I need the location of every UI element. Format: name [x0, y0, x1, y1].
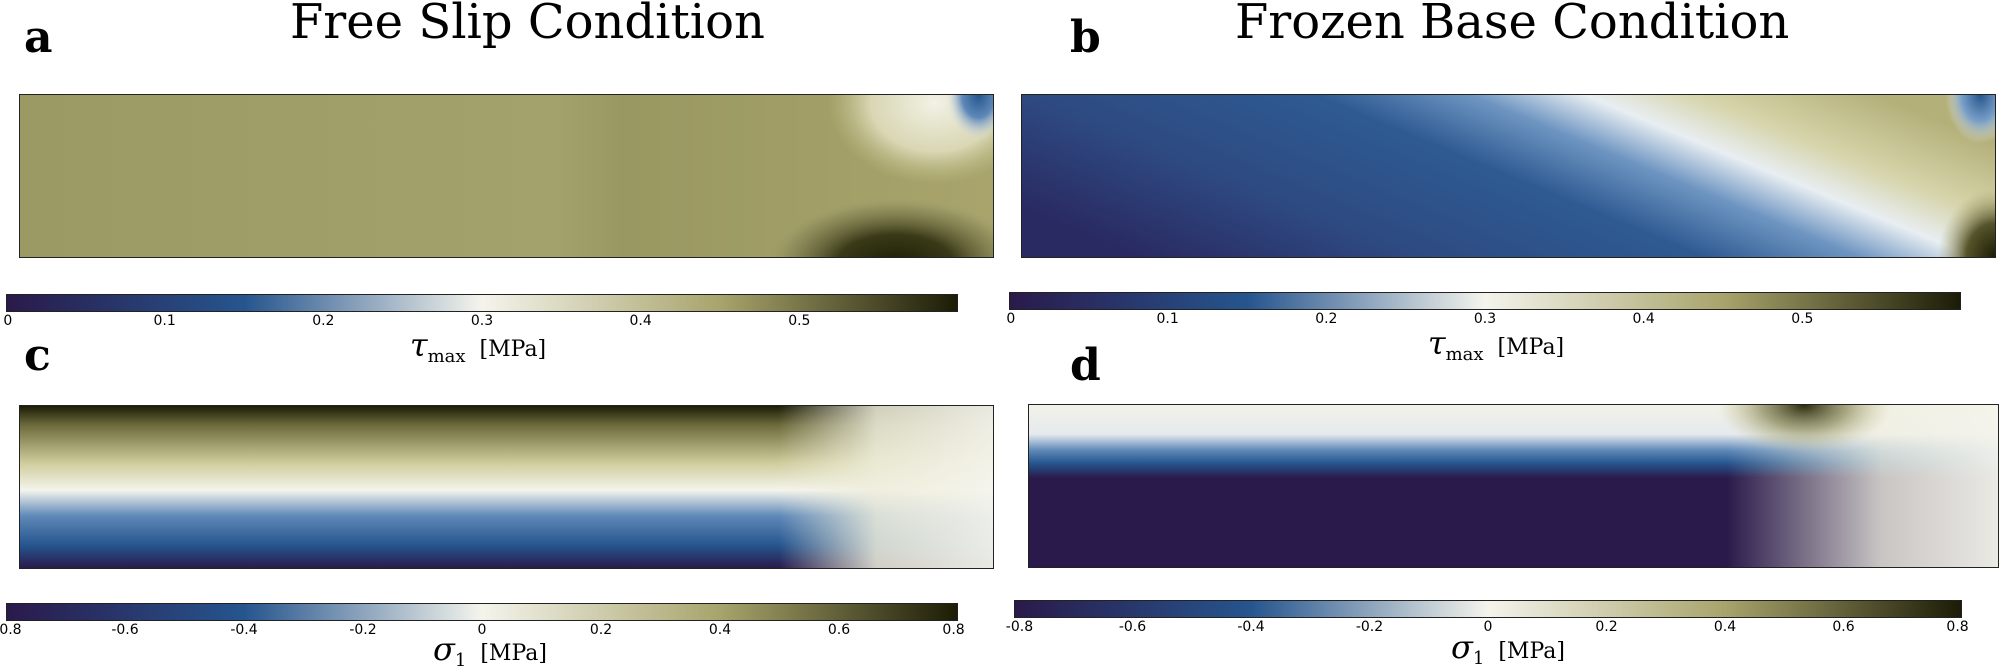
colorbar-d-ticks: -0.8 -0.6 -0.4 -0.2 0 0.2 0.4 0.6 0.8 — [1006, 619, 1969, 635]
colorbar-a-label: τmax [MPa] — [410, 326, 546, 367]
colorbar-a-tick-label: 0.1 — [153, 313, 176, 329]
panel-label-d: d — [1070, 340, 1101, 391]
unit-label: [MPa] — [1497, 335, 1565, 360]
quantity-symbol: σ — [433, 630, 455, 668]
heatmap-d-graphic — [1029, 405, 1998, 567]
colorbar-c — [6, 603, 958, 621]
colorbar-b-tick-label: 0.5 — [1791, 311, 1814, 327]
colorbar-c-ticks: 0.8 -0.6 -0.4 -0.2 0 0.2 0.4 0.6 0.8 — [0, 622, 965, 638]
heatmap-b-graphic — [1022, 95, 1995, 257]
colorbar-a-tick-label: 0.3 — [470, 313, 494, 329]
colorbar-d-tick-label: 0.2 — [1595, 619, 1618, 635]
colorbar-b-tick-label: 0.4 — [1632, 311, 1655, 327]
colorbar-c-tick-label: -0.4 — [230, 622, 258, 638]
title-frozen-base: Frozen Base Condition — [1235, 0, 1790, 50]
panel-label-b: b — [1070, 12, 1101, 63]
colorbar-a-ticks: 0 0.1 0.2 0.3 0.4 0.5 — [3, 313, 958, 329]
colorbar-a-tick-label: 0.2 — [312, 313, 335, 329]
colorbar-b-ticks: 0 0.1 0.2 0.3 0.4 0.5 — [1006, 311, 1961, 327]
colorbar-d-tick-label: 0 — [1483, 619, 1493, 635]
colorbar-b-tick-label: 0.3 — [1473, 311, 1497, 327]
quantity-symbol: σ — [1451, 628, 1473, 666]
colorbar-c-tick-label: 0.4 — [708, 622, 732, 638]
colorbar-d-tick-label: 0.6 — [1832, 619, 1855, 635]
quantity-symbol: τ — [409, 326, 428, 364]
colorbar-c-tick-label: 0 — [477, 622, 487, 638]
heatmap-panel-d — [1028, 404, 1999, 568]
colorbar-c-tick-label: 0.8 — [0, 622, 22, 638]
colorbar-c-label: σ1 [MPa] — [433, 630, 547, 671]
colorbar-d-tick-label: -0.6 — [1118, 619, 1147, 635]
colorbar-a-tick-label: 0.4 — [629, 313, 652, 329]
quantity-subscript: 1 — [454, 650, 467, 671]
colorbar-d-tick-label: -0.2 — [1355, 619, 1384, 635]
heatmap-panel-b — [1021, 94, 1996, 258]
colorbar-c-tick-label: 0.2 — [589, 622, 613, 638]
title-free-slip: Free Slip Condition — [290, 0, 765, 50]
colorbar-d-tick-label: 0.8 — [1946, 619, 1969, 635]
heatmap-a-graphic — [20, 95, 993, 257]
heatmap-panel-a — [19, 94, 994, 258]
colorbar-a — [6, 294, 958, 312]
quantity-symbol: τ — [1427, 324, 1446, 362]
colorbar-b-label: τmax [MPa] — [1428, 324, 1564, 365]
colorbar-b-tick-label: 0.1 — [1156, 311, 1179, 327]
colorbar-d-tick-label: -0.4 — [1237, 619, 1265, 635]
colorbar-b-tick-label: 0 — [1006, 311, 1016, 327]
quantity-subscript: max — [427, 346, 466, 367]
colorbar-c-tick-label: -0.6 — [111, 622, 139, 638]
panel-label-a: a — [24, 12, 53, 63]
colorbar-b — [1009, 292, 1961, 310]
colorbar-d-tick-label: 0.4 — [1713, 619, 1737, 635]
colorbar-c-tick-label: 0.6 — [827, 622, 851, 638]
colorbar-c-tick-label: -0.2 — [349, 622, 377, 638]
quantity-subscript: 1 — [1472, 648, 1485, 669]
quantity-subscript: max — [1445, 344, 1484, 365]
unit-label: [MPa] — [1498, 639, 1565, 664]
colorbar-d — [1014, 600, 1962, 618]
panel-label-c: c — [24, 330, 51, 381]
colorbar-d-tick-label: -0.8 — [1005, 619, 1034, 635]
colorbar-a-tick-label: 0.5 — [788, 313, 811, 329]
colorbar-a-tick-label: 0 — [3, 313, 13, 329]
heatmap-panel-c — [19, 405, 994, 569]
colorbar-b-tick-label: 0.2 — [1315, 311, 1338, 327]
heatmap-c-graphic — [20, 406, 993, 568]
unit-label: [MPa] — [479, 337, 547, 362]
colorbar-d-label: σ1 [MPa] — [1451, 628, 1565, 669]
colorbar-c-tick-label: 0.8 — [942, 622, 965, 638]
unit-label: [MPa] — [480, 641, 547, 666]
